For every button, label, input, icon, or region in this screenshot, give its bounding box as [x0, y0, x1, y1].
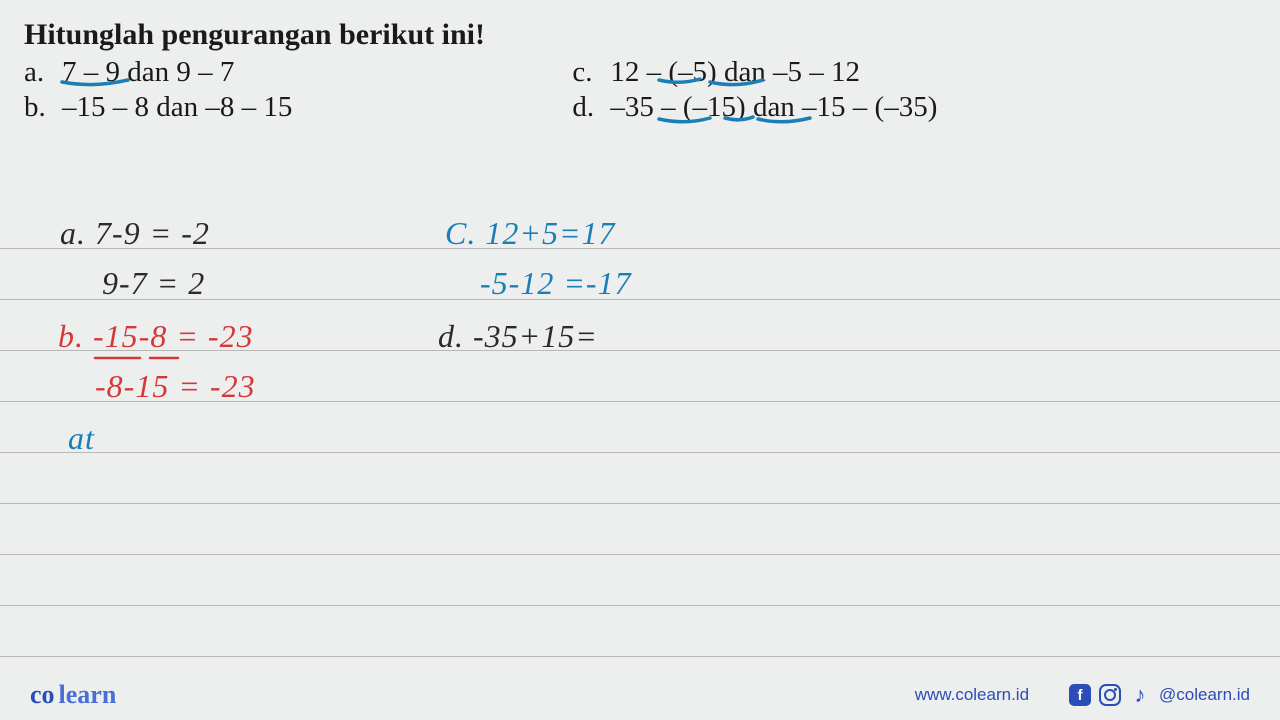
- problem-letter: d.: [572, 91, 610, 124]
- handwriting-d1: d. -35+15=: [438, 318, 598, 355]
- logo: colearn: [30, 680, 116, 710]
- problem-text: 12 – (–5) dan –5 – 12: [610, 56, 860, 89]
- problem-a: a. 7 – 9 dan 9 – 7: [24, 56, 292, 89]
- instagram-icon: [1099, 684, 1121, 706]
- paper-line: [0, 402, 1280, 453]
- problems-right-col: c. 12 – (–5) dan –5 – 12 d. –35 – (–15) …: [572, 56, 937, 124]
- problem-text: 7 – 9 dan 9 – 7: [62, 56, 234, 89]
- page-title: Hitunglah pengurangan berikut ini!: [24, 18, 1256, 52]
- paper-line: [0, 606, 1280, 657]
- handwriting-a2: 9-7 = 2: [102, 265, 205, 302]
- problems-container: a. 7 – 9 dan 9 – 7 b. –15 – 8 dan –8 – 1…: [24, 56, 1256, 124]
- problems-left-col: a. 7 – 9 dan 9 – 7 b. –15 – 8 dan –8 – 1…: [24, 56, 292, 124]
- handwriting-b1: b. -15-8 = -23: [58, 318, 254, 355]
- paper-line: [0, 453, 1280, 504]
- footer-right: www.colearn.id f ♪ @colearn.id: [915, 684, 1250, 706]
- facebook-icon: f: [1069, 684, 1091, 706]
- logo-learn: learn: [59, 680, 117, 709]
- logo-co: co: [30, 680, 55, 709]
- problem-letter: b.: [24, 91, 62, 124]
- handwriting-c1: C. 12+5=17: [445, 215, 616, 252]
- problem-letter: a.: [24, 56, 62, 89]
- problem-b: b. –15 – 8 dan –8 – 15: [24, 91, 292, 124]
- problem-d: d. –35 – (–15) dan –15 – (–35): [572, 91, 937, 124]
- website-url: www.colearn.id: [915, 685, 1029, 705]
- problem-letter: c.: [572, 56, 610, 89]
- social-handle: @colearn.id: [1159, 685, 1250, 705]
- footer: colearn www.colearn.id f ♪ @colearn.id: [0, 670, 1280, 720]
- content-area: Hitunglah pengurangan berikut ini! a. 7 …: [0, 0, 1280, 142]
- handwriting-a1: a. 7-9 = -2: [60, 215, 210, 252]
- paper-line: [0, 504, 1280, 555]
- handwriting-c2: -5-12 =-17: [480, 265, 632, 302]
- paper-line: [0, 555, 1280, 606]
- problem-text: –35 – (–15) dan –15 – (–35): [610, 91, 937, 124]
- problem-text: –15 – 8 dan –8 – 15: [62, 91, 292, 124]
- problem-c: c. 12 – (–5) dan –5 – 12: [572, 56, 937, 89]
- handwriting-at: at: [68, 420, 95, 457]
- tiktok-icon: ♪: [1129, 684, 1151, 706]
- social-links: f ♪ @colearn.id: [1069, 684, 1250, 706]
- handwriting-b2: -8-15 = -23: [95, 368, 256, 405]
